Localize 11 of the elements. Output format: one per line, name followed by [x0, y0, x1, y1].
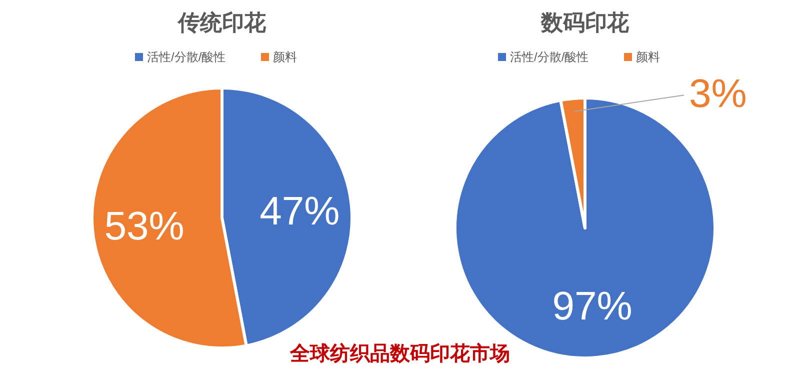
text: 全球纺织品数码印花市场: [289, 342, 510, 365]
data-label: 3%: [689, 72, 747, 116]
data-label: 47%: [260, 190, 340, 234]
chart-title: 数码印花: [540, 10, 630, 35]
data-label: 97%: [552, 284, 632, 329]
legend-label: 活性/分散/酸性: [147, 50, 226, 64]
legend-label: 颜料: [273, 50, 297, 64]
legend-label: 活性/分散/酸性: [510, 50, 589, 64]
data-label: 53%: [104, 204, 184, 248]
legend-label: 颜料: [636, 50, 660, 64]
chart-title: 传统印花: [177, 10, 267, 35]
